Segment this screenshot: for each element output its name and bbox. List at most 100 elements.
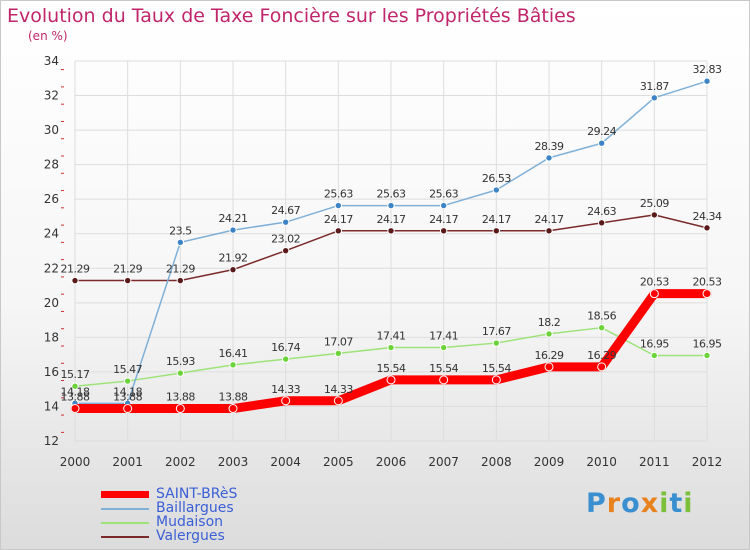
data-label: 14.33 xyxy=(324,383,353,396)
data-point xyxy=(650,351,659,360)
data-label: 21.29 xyxy=(61,263,90,276)
y-tick-label: 26 xyxy=(44,192,59,206)
data-label: 15.17 xyxy=(61,368,90,381)
y-tick-label: 24 xyxy=(44,227,59,241)
data-point xyxy=(703,351,711,360)
data-label: 15.54 xyxy=(429,362,458,375)
data-point xyxy=(387,227,395,235)
x-tick-label: 2006 xyxy=(376,455,407,469)
data-label: 14.33 xyxy=(271,383,300,396)
data-point xyxy=(545,330,553,338)
data-point xyxy=(544,362,554,372)
y-tick-label: 18 xyxy=(44,330,59,344)
data-label: 18.56 xyxy=(587,310,616,323)
data-point xyxy=(71,276,79,285)
y-tick-label: 32 xyxy=(44,89,59,103)
logo-letter: P xyxy=(586,488,607,519)
data-point xyxy=(491,375,501,385)
data-point xyxy=(228,404,238,414)
data-label: 24.17 xyxy=(324,213,353,226)
data-point xyxy=(492,186,501,194)
data-label: 32.83 xyxy=(693,63,722,76)
data-label: 16.95 xyxy=(640,338,669,351)
data-label: 16.95 xyxy=(693,338,722,351)
data-label: 24.17 xyxy=(535,213,564,226)
x-tick-label: 2001 xyxy=(112,455,143,469)
data-label: 13.88 xyxy=(219,391,248,404)
data-label: 21.29 xyxy=(113,263,142,276)
data-label: 21.92 xyxy=(219,252,248,265)
data-point xyxy=(387,201,395,210)
data-point xyxy=(386,375,396,385)
data-label: 17.41 xyxy=(429,330,458,343)
legend-label: Mudaison xyxy=(156,514,224,530)
legend-label: Valergues xyxy=(156,528,225,544)
data-point xyxy=(702,289,712,299)
data-label: 18.2 xyxy=(538,316,561,329)
data-point xyxy=(281,355,290,363)
data-label: 17.41 xyxy=(377,330,406,343)
data-point xyxy=(229,265,237,274)
y-tick-label: 14 xyxy=(44,399,59,413)
y-tick-label: 20 xyxy=(44,296,59,310)
data-label: 29.24 xyxy=(587,125,616,138)
data-label: 17.07 xyxy=(324,335,353,348)
data-label: 28.39 xyxy=(535,140,564,153)
data-label: 24.17 xyxy=(429,213,458,226)
data-point xyxy=(281,396,291,406)
data-label: 24.63 xyxy=(587,205,616,218)
data-label: 13.88 xyxy=(113,391,142,404)
logo-letter: o xyxy=(621,488,641,519)
logo-letter: x xyxy=(640,488,660,519)
data-label: 16.29 xyxy=(587,349,616,362)
x-tick-label: 2000 xyxy=(60,455,91,469)
data-label: 14.18 xyxy=(61,385,90,398)
x-tick-label: 2009 xyxy=(534,455,565,469)
logo-letter: i xyxy=(683,488,694,519)
data-label: 21.29 xyxy=(166,263,195,276)
data-label: 25.63 xyxy=(429,188,458,201)
data-point xyxy=(281,246,290,255)
data-label: 26.53 xyxy=(482,172,511,185)
data-label: 24.34 xyxy=(693,210,722,223)
data-label: 31.87 xyxy=(640,80,669,93)
data-label: 13.88 xyxy=(166,391,195,404)
data-point xyxy=(545,154,553,162)
data-point xyxy=(333,396,343,406)
data-point xyxy=(439,227,448,235)
y-tick-label: 30 xyxy=(44,123,59,137)
data-point xyxy=(176,238,185,247)
legend-swatch xyxy=(101,508,149,510)
legend-swatch xyxy=(101,522,149,524)
data-point xyxy=(387,343,395,352)
data-label: 24.67 xyxy=(271,204,300,217)
data-point xyxy=(334,227,343,235)
data-point xyxy=(439,343,448,352)
data-point xyxy=(334,201,343,210)
x-tick-label: 2002 xyxy=(165,455,196,469)
data-label: 14.18 xyxy=(113,385,142,398)
logo-letter: i xyxy=(659,488,670,519)
y-tick-label: 16 xyxy=(44,365,59,379)
chart-unit-subtitle: (en %) xyxy=(28,29,68,43)
data-label: 16.41 xyxy=(219,347,248,360)
data-point xyxy=(70,404,80,414)
x-tick-label: 2012 xyxy=(692,455,723,469)
data-label: 24.21 xyxy=(219,212,248,225)
chart-title: Evolution du Taux de Taxe Foncière sur l… xyxy=(7,5,576,27)
x-tick-label: 2004 xyxy=(270,455,301,469)
x-tick-label: 2003 xyxy=(218,455,249,469)
data-point xyxy=(597,323,606,332)
data-point xyxy=(229,226,237,234)
data-label: 15.47 xyxy=(113,363,142,376)
x-tick-label: 2011 xyxy=(639,455,670,469)
legend-swatch xyxy=(101,536,149,538)
data-point xyxy=(597,362,607,372)
y-tick-label: 12 xyxy=(44,434,59,448)
data-point xyxy=(439,375,449,385)
logo-letter: r xyxy=(606,488,622,519)
data-point xyxy=(123,276,132,285)
x-tick-label: 2010 xyxy=(586,455,617,469)
